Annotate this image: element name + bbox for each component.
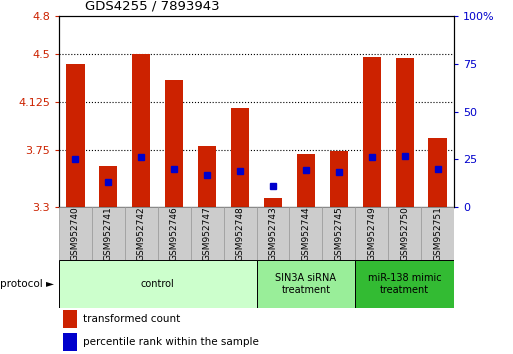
- Text: GSM952742: GSM952742: [137, 206, 146, 261]
- Bar: [92, 207, 125, 260]
- Text: GSM952746: GSM952746: [170, 206, 179, 261]
- Text: GSM952745: GSM952745: [334, 206, 343, 261]
- Text: GSM952749: GSM952749: [367, 206, 376, 261]
- Bar: [396, 58, 413, 207]
- Bar: [264, 198, 282, 207]
- Bar: [297, 154, 315, 207]
- Bar: [191, 207, 224, 260]
- Text: percentile rank within the sample: percentile rank within the sample: [83, 337, 259, 347]
- Bar: [158, 207, 191, 260]
- Text: GDS4255 / 7893943: GDS4255 / 7893943: [85, 0, 219, 12]
- Bar: [428, 138, 447, 207]
- Text: control: control: [141, 279, 174, 289]
- Bar: [63, 333, 77, 351]
- Text: GSM952741: GSM952741: [104, 206, 113, 261]
- Text: transformed count: transformed count: [83, 314, 180, 324]
- Text: GSM952743: GSM952743: [268, 206, 278, 261]
- Text: protocol ►: protocol ►: [0, 279, 54, 289]
- Bar: [165, 80, 183, 207]
- Bar: [256, 207, 289, 260]
- Bar: [100, 166, 117, 207]
- Bar: [355, 260, 454, 308]
- Text: GSM952751: GSM952751: [433, 206, 442, 261]
- Bar: [363, 57, 381, 207]
- Bar: [256, 260, 355, 308]
- Bar: [132, 54, 150, 207]
- Bar: [355, 207, 388, 260]
- Text: GSM952748: GSM952748: [235, 206, 245, 261]
- Bar: [289, 207, 322, 260]
- Bar: [231, 108, 249, 207]
- Bar: [59, 207, 92, 260]
- Text: miR-138 mimic
treatment: miR-138 mimic treatment: [368, 273, 442, 295]
- Bar: [224, 207, 256, 260]
- Text: GSM952750: GSM952750: [400, 206, 409, 261]
- Bar: [421, 207, 454, 260]
- Bar: [330, 151, 348, 207]
- Text: SIN3A siRNA
treatment: SIN3A siRNA treatment: [275, 273, 337, 295]
- Text: GSM952740: GSM952740: [71, 206, 80, 261]
- Bar: [63, 310, 77, 328]
- Bar: [125, 207, 158, 260]
- Bar: [388, 207, 421, 260]
- Text: GSM952747: GSM952747: [203, 206, 212, 261]
- Bar: [322, 207, 355, 260]
- Bar: [198, 146, 216, 207]
- Text: GSM952744: GSM952744: [301, 206, 310, 261]
- Bar: [59, 260, 256, 308]
- Bar: [66, 64, 85, 207]
